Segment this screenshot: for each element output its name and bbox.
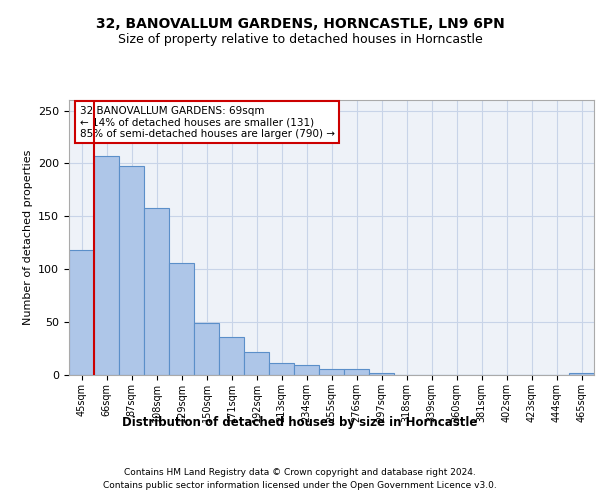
Text: Contains HM Land Registry data © Crown copyright and database right 2024.: Contains HM Land Registry data © Crown c…	[124, 468, 476, 477]
Bar	[344, 368, 369, 375]
Bar	[244, 352, 269, 375]
Text: 32, BANOVALLUM GARDENS, HORNCASTLE, LN9 6PN: 32, BANOVALLUM GARDENS, HORNCASTLE, LN9 …	[95, 18, 505, 32]
Bar	[569, 373, 594, 375]
Bar	[144, 208, 169, 375]
Bar	[94, 156, 119, 375]
Bar	[194, 323, 219, 375]
Bar	[294, 366, 319, 375]
Text: Size of property relative to detached houses in Horncastle: Size of property relative to detached ho…	[118, 32, 482, 46]
Bar	[119, 166, 144, 375]
Text: Contains public sector information licensed under the Open Government Licence v3: Contains public sector information licen…	[103, 482, 497, 490]
Bar	[169, 263, 194, 375]
Bar	[269, 364, 294, 375]
Y-axis label: Number of detached properties: Number of detached properties	[23, 150, 32, 325]
Text: 32 BANOVALLUM GARDENS: 69sqm
← 14% of detached houses are smaller (131)
85% of s: 32 BANOVALLUM GARDENS: 69sqm ← 14% of de…	[79, 106, 335, 138]
Bar	[319, 368, 344, 375]
Bar	[369, 373, 394, 375]
Bar	[69, 250, 94, 375]
Bar	[219, 337, 244, 375]
Text: Distribution of detached houses by size in Horncastle: Distribution of detached houses by size …	[122, 416, 478, 429]
